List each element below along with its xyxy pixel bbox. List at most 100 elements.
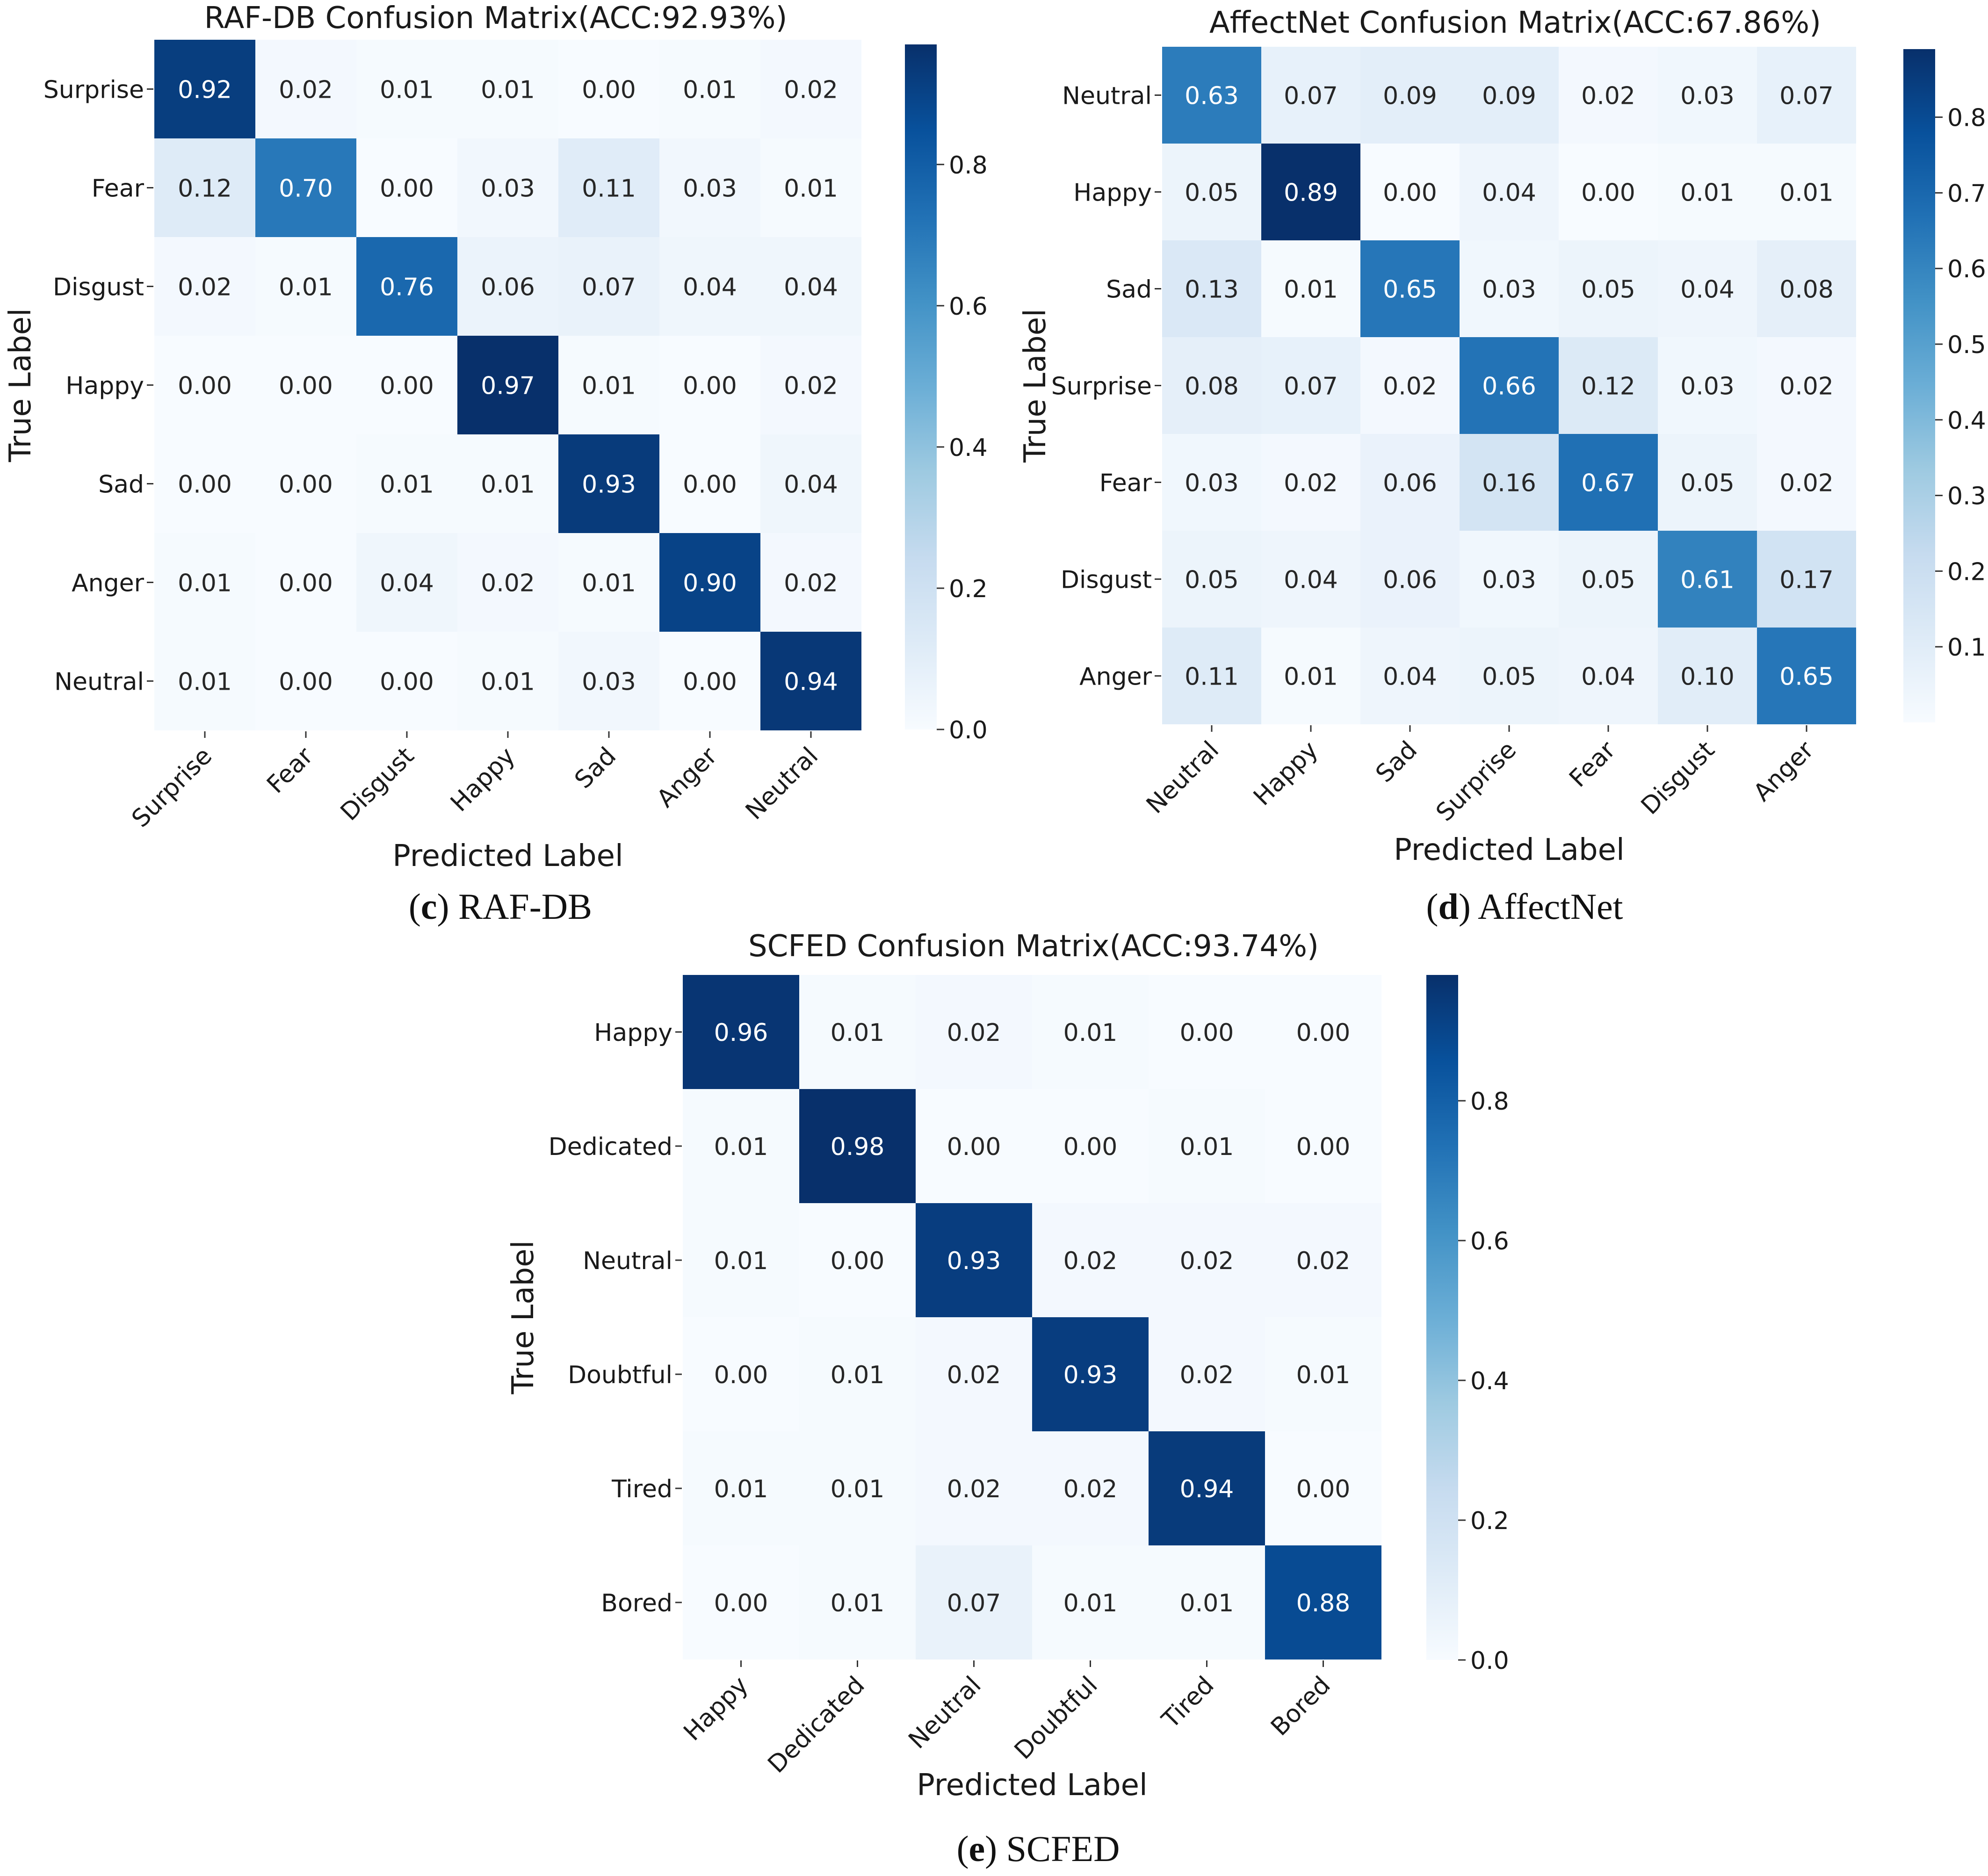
- heatmap-cell: [799, 1203, 916, 1317]
- heatmap-cell: [1149, 1203, 1265, 1317]
- cell-value-label: 0.09: [1383, 82, 1437, 110]
- heatmap-cell: [255, 138, 356, 237]
- cell-value-label: 0.00: [380, 175, 434, 203]
- cell-value-label: 0.00: [831, 1247, 885, 1275]
- cell-value-label: 0.65: [1779, 663, 1834, 691]
- panel-caption: (e) SCFED: [957, 1828, 1120, 1869]
- heatmap-cell: [1559, 531, 1658, 628]
- heatmap-cell: [1460, 47, 1559, 144]
- x-tick-label: Anger: [1748, 736, 1819, 807]
- cell-value-label: 0.66: [1482, 373, 1536, 401]
- cell-value-label: 0.93: [1063, 1361, 1118, 1389]
- cell-value-label: 0.02: [947, 1475, 1001, 1503]
- heatmap-cell: [1261, 337, 1360, 434]
- x-tick-label: Bored: [1265, 1671, 1336, 1741]
- y-axis-label: True Label: [3, 308, 38, 462]
- cell-value-label: 0.01: [481, 668, 535, 696]
- cell-value-label: 0.01: [1296, 1361, 1351, 1389]
- heatmap-cell: [1265, 1431, 1381, 1545]
- heatmap-cell: [457, 237, 558, 336]
- cell-value-label: 0.09: [1482, 82, 1536, 110]
- heatmap-cell: [799, 1431, 916, 1545]
- heatmap-cell: [1559, 144, 1658, 240]
- colorbar-tick-label: 0.4: [949, 434, 988, 462]
- cell-value-label: 0.01: [1063, 1019, 1118, 1047]
- heatmap-cell: [1261, 47, 1360, 144]
- y-tick-label: Happy: [1073, 179, 1152, 207]
- cell-value-label: 0.94: [784, 668, 838, 696]
- cell-value-label: 0.04: [1482, 179, 1536, 207]
- colorbar-tick-label: 0.6: [1470, 1227, 1509, 1255]
- colorbar-tick-label: 0.2: [1470, 1507, 1509, 1535]
- cell-value-label: 0.02: [178, 274, 232, 302]
- cell-value-label: 0.03: [683, 175, 737, 203]
- cell-value-label: 0.02: [1383, 373, 1437, 401]
- heatmap-cell: [457, 40, 558, 138]
- cell-value-label: 0.01: [714, 1133, 768, 1161]
- y-tick-label: Happy: [594, 1019, 672, 1047]
- heatmap-cell: [356, 40, 457, 138]
- x-tick-label: Sad: [1371, 736, 1423, 788]
- cell-value-label: 0.06: [1383, 566, 1437, 594]
- y-tick-label: Fear: [1099, 469, 1152, 498]
- heatmap-cell: [659, 336, 760, 434]
- cell-value-label: 0.04: [683, 274, 737, 302]
- y-tick-label: Neutral: [1062, 82, 1152, 110]
- heatmap-cell: [1559, 628, 1658, 724]
- colorbar-tick-label: 0.6: [949, 293, 988, 321]
- heatmap-cell: [558, 40, 659, 138]
- heatmap-cell: [255, 237, 356, 336]
- y-tick-label: Dedicated: [549, 1133, 672, 1161]
- heatmap-cell: [1559, 240, 1658, 337]
- cell-value-label: 0.00: [279, 372, 333, 400]
- x-tick-label: Fear: [1564, 736, 1621, 793]
- panel-caption: (c) RAF-DB: [409, 886, 592, 927]
- heatmap-cell: [916, 1317, 1032, 1431]
- cell-value-label: 0.13: [1185, 276, 1239, 304]
- caption-text: AffectNet: [1471, 886, 1623, 927]
- cell-value-label: 0.63: [1185, 82, 1239, 110]
- colorbar-tick-label: 0.4: [1947, 407, 1986, 435]
- heatmap-cell: [1032, 975, 1149, 1089]
- heatmap-cell: [1265, 975, 1381, 1089]
- caption-letter: d: [1439, 886, 1459, 927]
- heatmap-cell: [154, 336, 255, 434]
- heatmap-cell: [457, 138, 558, 237]
- cell-value-label: 0.02: [1180, 1361, 1234, 1389]
- cell-value-label: 0.07: [947, 1589, 1001, 1617]
- colorbar-tick-label: 0.8: [1947, 104, 1986, 132]
- panel-caption: (d) AffectNet: [1426, 886, 1623, 927]
- cell-value-label: 0.07: [1284, 373, 1338, 401]
- cell-value-label: 0.05: [1581, 566, 1635, 594]
- cell-value-label: 0.06: [1383, 469, 1437, 498]
- cell-value-label: 0.07: [582, 274, 636, 302]
- heatmap-cell: [558, 237, 659, 336]
- cell-value-label: 0.00: [1296, 1019, 1351, 1047]
- cell-value-label: 0.00: [683, 471, 737, 499]
- heatmap-cell: [916, 975, 1032, 1089]
- heatmap-cell: [1261, 240, 1360, 337]
- cell-value-label: 0.02: [784, 76, 838, 104]
- heatmap-cell: [683, 1317, 799, 1431]
- heatmap-cell: [356, 138, 457, 237]
- heatmap-cell: [1658, 628, 1757, 724]
- heatmap-cell: [1261, 434, 1360, 531]
- cell-value-label: 0.93: [582, 471, 636, 499]
- chart-title: RAF-DB Confusion Matrix(ACC:92.93%): [204, 1, 788, 36]
- heatmap-cell: [457, 533, 558, 632]
- heatmap-cell: [1658, 47, 1757, 144]
- cell-value-label: 0.04: [1680, 276, 1735, 304]
- heatmap-cell: [356, 434, 457, 533]
- heatmap-cell: [154, 237, 255, 336]
- caption-letter: e: [969, 1828, 985, 1869]
- cell-value-label: 0.01: [1680, 179, 1735, 207]
- cell-value-label: 0.01: [1779, 179, 1834, 207]
- colorbar-tick-label: 0.1: [1947, 634, 1986, 662]
- cell-value-label: 0.06: [481, 274, 535, 302]
- caption-text: SCFED: [997, 1828, 1120, 1869]
- colorbar: [905, 44, 937, 729]
- colorbar-tick-label: 0.4: [1470, 1367, 1509, 1395]
- y-axis-label: True Label: [1018, 309, 1053, 463]
- heatmap-cell: [1032, 1089, 1149, 1203]
- cell-value-label: 0.92: [178, 76, 232, 104]
